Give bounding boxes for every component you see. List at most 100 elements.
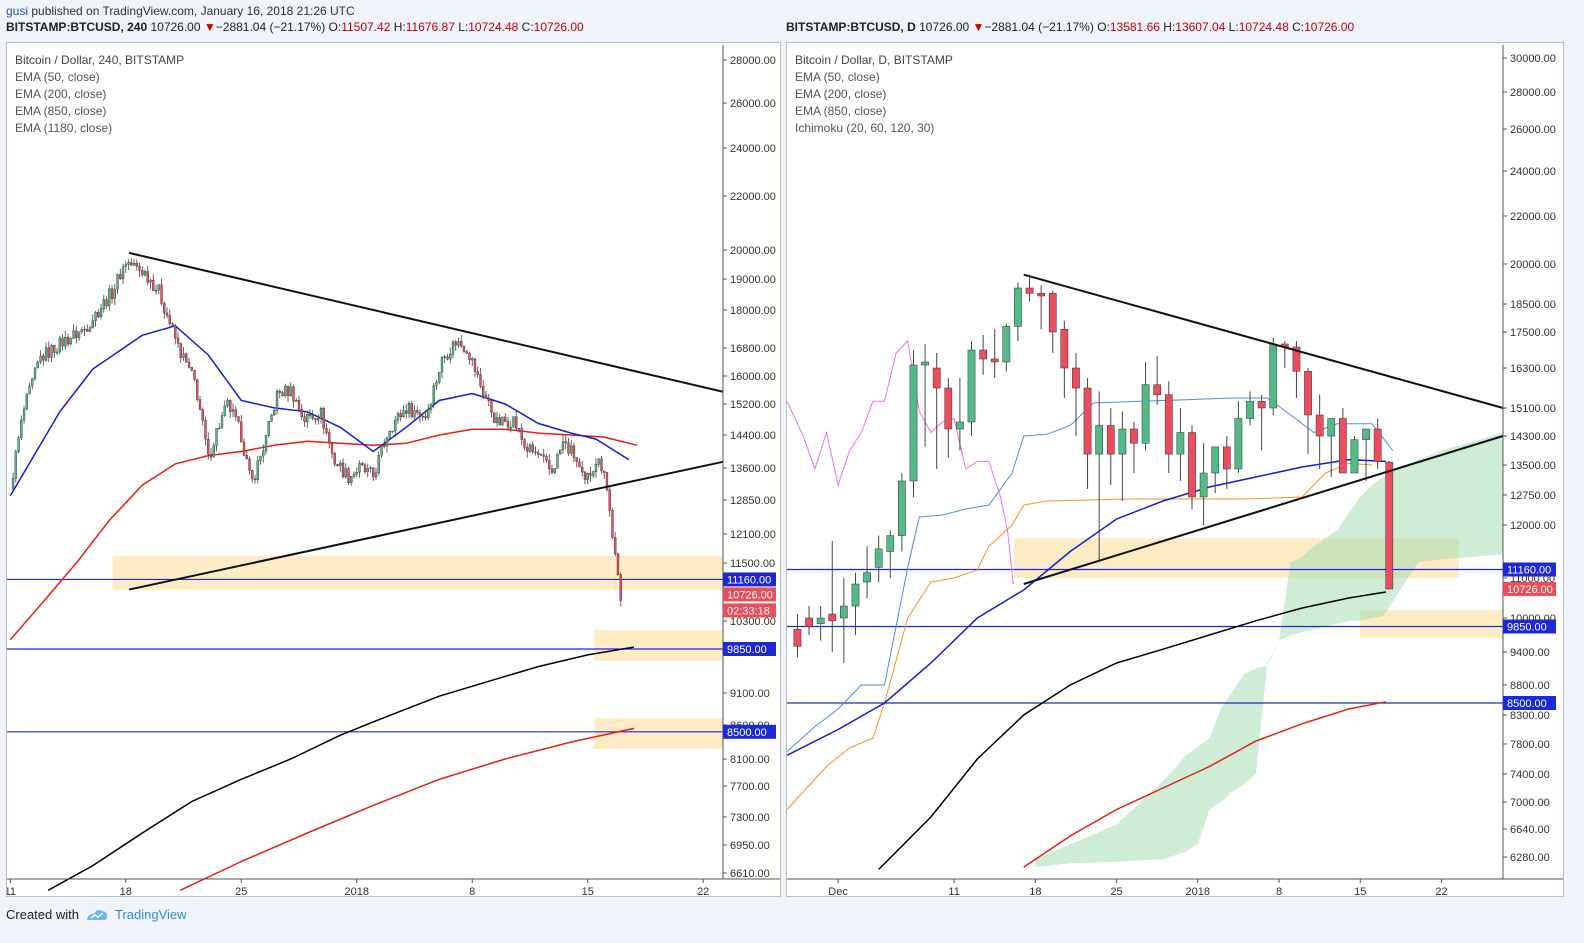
left-open: 11507.42 (341, 20, 391, 34)
candle (484, 395, 488, 399)
candle (828, 613, 837, 622)
time-axis-label: 25 (235, 886, 247, 896)
created-with-label: Created with (6, 907, 79, 922)
candle (248, 458, 251, 471)
chart-panel-4h[interactable]: 6610.006950.007300.007700.008100.008600.… (5, 42, 781, 898)
candle (932, 367, 941, 389)
candle (1002, 326, 1011, 363)
candle (185, 353, 188, 363)
level-label-box (1503, 696, 1556, 710)
candle (534, 451, 537, 454)
candle (616, 553, 620, 576)
countdown-box (723, 603, 776, 618)
candle (482, 385, 485, 396)
candle (75, 330, 78, 338)
time-axis-label: 15 (582, 886, 594, 896)
level-label: 11160.00 (1507, 565, 1551, 577)
candle (391, 430, 394, 433)
candle (193, 370, 196, 380)
candle (262, 450, 265, 457)
candle (270, 414, 273, 422)
candle (416, 410, 419, 413)
ema-200-line (1023, 701, 1386, 868)
candle (14, 451, 17, 479)
candle (286, 385, 290, 396)
candle (1153, 384, 1162, 395)
candle (432, 385, 435, 405)
candle (44, 347, 48, 361)
price-axis-label: 14400.00 (730, 430, 776, 442)
candle (251, 470, 254, 480)
candle (394, 419, 397, 432)
candle (267, 421, 270, 436)
candle (212, 445, 215, 458)
price-zone (594, 630, 723, 661)
chart-4h-svg[interactable]: 6610.006950.007300.007700.008100.008600.… (5, 43, 780, 898)
right-change: −2881.04 (−21.17%) (984, 20, 1094, 34)
candle (1315, 414, 1324, 437)
publish-header: gusi published on TradingView.com, Janua… (6, 4, 355, 18)
price-axis-label: 26000.00 (1510, 124, 1556, 136)
price-axis-label: 8100.00 (730, 754, 770, 766)
candle (1037, 293, 1045, 297)
candle (72, 330, 75, 339)
left-high-label: H: (393, 20, 406, 34)
candle (119, 274, 122, 280)
price-axis-label: 28000.00 (1510, 87, 1556, 99)
candle (198, 399, 202, 410)
candle (69, 338, 72, 345)
left-symbol[interactable]: BITSTAMP:BTCUSD, 240 (6, 20, 148, 34)
indicator-legend: EMA (850, close) (795, 104, 886, 118)
price-axis-label: 14300.00 (1510, 431, 1556, 443)
tradingview-logo-icon[interactable] (85, 908, 109, 922)
candle (990, 358, 999, 363)
candle (495, 417, 499, 424)
candle (1072, 367, 1080, 389)
candle (64, 337, 67, 347)
left-change: −2881.04 (−21.17%) (215, 20, 326, 34)
candle (1246, 401, 1254, 419)
candle (201, 409, 204, 421)
candle (396, 413, 400, 421)
price-axis-label: 20000.00 (1510, 259, 1556, 271)
left-close: 10726.00 (533, 20, 584, 34)
candle (1211, 446, 1220, 474)
candle (47, 347, 50, 358)
candle (575, 457, 578, 462)
candle (143, 271, 147, 276)
candle (237, 416, 240, 422)
chart-daily-svg[interactable]: 6280.00 6640.00 7000.00 7400.00 7800.00 8300.… (786, 43, 1563, 898)
candle (355, 472, 358, 475)
candle (863, 572, 871, 583)
ema-50-line (9, 324, 630, 497)
candle (1222, 446, 1231, 470)
candle (539, 454, 543, 456)
indicator-legend: EMA (850, close) (15, 104, 106, 118)
trendline (1023, 435, 1504, 585)
candle (594, 464, 598, 472)
candle (501, 416, 504, 426)
price-axis-label: 18000.00 (730, 305, 776, 317)
candle (88, 327, 92, 332)
author-name[interactable]: gusi (6, 4, 29, 18)
tradingview-link[interactable]: TradingView (114, 907, 187, 922)
chart-panel-daily[interactable]: 6280.00 6640.00 7000.00 7400.00 7800.00 8300.… (786, 42, 1564, 898)
price-axis-label: 7300.00 (730, 812, 770, 824)
current-price-label: 10726.00 (727, 589, 773, 601)
right-close: 10726.00 (1304, 20, 1355, 34)
price-axis-label: 8800.00 (1510, 680, 1550, 692)
candle (110, 288, 114, 299)
candle (317, 418, 320, 421)
level-label-box (723, 642, 776, 656)
candle (278, 390, 281, 393)
candle (297, 400, 301, 410)
candle (58, 337, 61, 353)
candle (578, 461, 581, 468)
candle (449, 353, 452, 360)
candle (407, 403, 411, 414)
level-label: 8500.00 (1507, 698, 1547, 710)
candle (86, 328, 89, 332)
candle (793, 629, 802, 647)
right-symbol[interactable]: BITSTAMP:BTCUSD, D (786, 20, 916, 34)
candle (171, 323, 174, 326)
